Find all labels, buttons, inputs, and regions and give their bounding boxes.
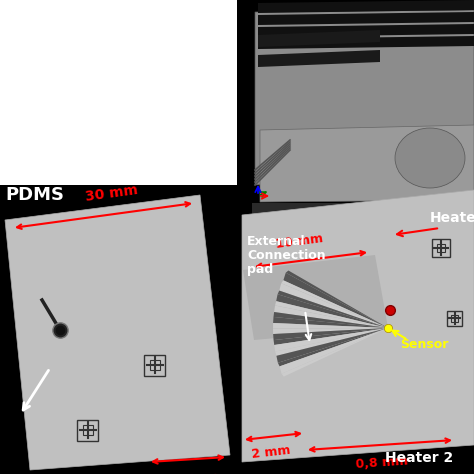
Polygon shape (278, 291, 388, 328)
Polygon shape (275, 301, 388, 328)
Bar (0, 0, 237, 185)
Polygon shape (258, 36, 474, 49)
Polygon shape (278, 328, 388, 366)
Text: 18 mm: 18 mm (165, 471, 219, 474)
Text: 10 mm: 10 mm (274, 232, 324, 251)
Text: Heater 2: Heater 2 (385, 451, 453, 465)
Bar (150, 360, 160, 370)
Text: b: b (240, 4, 253, 22)
Polygon shape (274, 328, 388, 352)
Text: Heater: Heater (430, 211, 474, 225)
Bar (250, 205, 474, 402)
Polygon shape (275, 328, 388, 356)
Polygon shape (273, 323, 388, 328)
Bar (432, 239, 450, 257)
Polygon shape (273, 328, 388, 334)
Polygon shape (258, 12, 474, 25)
Polygon shape (281, 280, 388, 328)
Polygon shape (276, 328, 388, 363)
Bar (437, 244, 445, 252)
Bar (78, 419, 99, 440)
Bar (145, 355, 165, 375)
Text: Sensor: Sensor (400, 338, 448, 351)
Polygon shape (279, 283, 388, 328)
Bar (252, 203, 472, 404)
Polygon shape (255, 10, 474, 185)
Polygon shape (276, 294, 388, 328)
Polygon shape (286, 271, 388, 328)
Polygon shape (258, 0, 474, 13)
Polygon shape (273, 328, 388, 340)
Text: PDMS: PDMS (5, 186, 64, 204)
Polygon shape (280, 328, 388, 374)
Polygon shape (258, 24, 474, 37)
Polygon shape (258, 50, 380, 67)
Text: 0,8 mm: 0,8 mm (356, 455, 409, 471)
Polygon shape (243, 255, 388, 340)
Polygon shape (282, 328, 388, 377)
Text: Connection: Connection (247, 249, 326, 262)
Polygon shape (273, 317, 388, 328)
Polygon shape (273, 312, 388, 328)
Polygon shape (274, 305, 388, 328)
Polygon shape (273, 328, 388, 345)
Bar (452, 315, 458, 321)
Text: External: External (247, 235, 306, 248)
Text: 30 mm: 30 mm (84, 183, 138, 204)
Text: pad: pad (247, 263, 273, 276)
Polygon shape (258, 30, 380, 47)
Polygon shape (5, 195, 230, 470)
Bar (237, 185, 474, 474)
Bar (447, 310, 463, 326)
Text: 2 mm: 2 mm (251, 444, 292, 461)
Bar (83, 425, 93, 435)
Ellipse shape (395, 128, 465, 188)
Polygon shape (283, 273, 388, 328)
Polygon shape (242, 190, 474, 462)
Bar (0, 185, 237, 474)
Polygon shape (260, 125, 474, 202)
